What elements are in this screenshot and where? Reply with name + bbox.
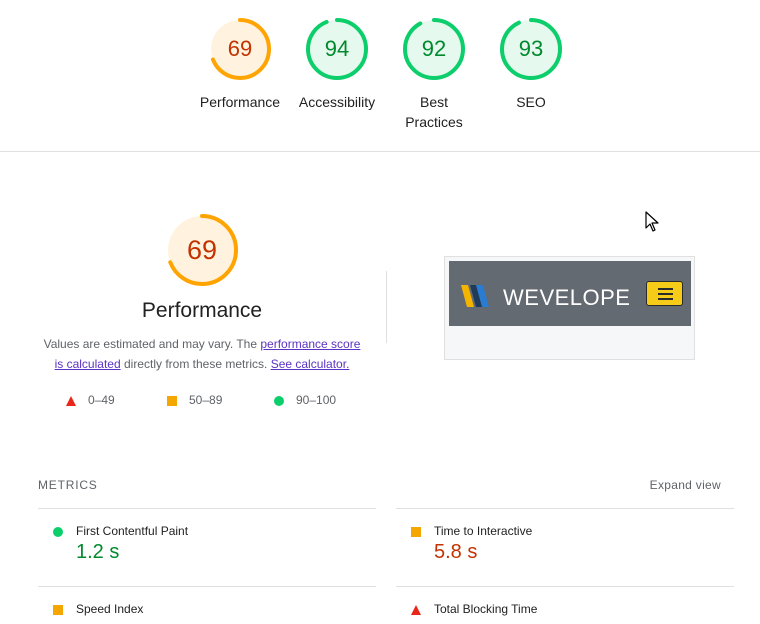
category-gauges: 69 Performance 94 Accessibility 92 Best … <box>0 0 760 152</box>
performance-description: Values are estimated and may vary. The p… <box>40 334 364 374</box>
gauge-label: Accessibility <box>298 94 376 110</box>
gauge-score: 92 <box>421 36 447 61</box>
legend-fail: 0–49 <box>66 392 115 408</box>
gauge-seo[interactable]: 93 SEO <box>483 16 579 112</box>
gauge-ring: 92 <box>401 16 467 82</box>
gauge-ring: 94 <box>304 16 370 82</box>
gauge-arc <box>209 18 271 80</box>
description-text: directly from these metrics. <box>120 357 271 371</box>
gauge-score: 69 <box>227 36 253 61</box>
gauge-arc <box>403 18 465 80</box>
gauge-arc <box>306 18 368 80</box>
metric-label: First Contentful Paint <box>76 524 189 538</box>
square-icon <box>53 605 63 615</box>
square-icon <box>167 395 177 406</box>
circle-icon <box>274 395 284 406</box>
gauge-ring: 69 <box>207 16 273 82</box>
gauge-label: Best Practices <box>405 94 463 130</box>
gauge-arc <box>500 18 562 80</box>
gauge-best-practices[interactable]: 92 Best Practices <box>386 16 482 132</box>
gauge-score: 94 <box>324 36 350 61</box>
description-text: Values are estimated and may vary. The <box>43 337 261 351</box>
metric-label: Speed Index <box>76 602 144 616</box>
expand-view-toggle[interactable]: Expand view <box>649 478 721 492</box>
metric-label: Total Blocking Time <box>434 602 538 616</box>
performance-title: Performance <box>141 299 263 322</box>
see-calculator-link[interactable]: See calculator. <box>270 357 350 371</box>
circle-icon <box>53 527 63 537</box>
wevelope-logo-icon <box>461 285 489 307</box>
gauge-label: Performance <box>199 94 281 110</box>
triangle-icon <box>66 395 76 406</box>
legend-range: 50–89 <box>189 393 223 407</box>
performance-score-link[interactable]: performance score is calculated <box>54 337 361 371</box>
hamburger-icon[interactable] <box>646 281 683 306</box>
legend-average: 50–89 <box>167 392 222 408</box>
legend-pass: 90–100 <box>274 392 336 408</box>
metric-label: Time to Interactive <box>434 524 533 538</box>
performance-score: 69 <box>186 235 218 265</box>
performance-gauge: 69 <box>164 212 240 288</box>
legend-range: 90–100 <box>296 393 337 407</box>
final-screenshot[interactable]: WEVELOPE <box>444 256 695 360</box>
divider <box>38 508 376 509</box>
legend-range: 0–49 <box>88 393 115 407</box>
site-header: WEVELOPE <box>449 261 691 326</box>
metrics-heading: METRICS <box>38 478 98 492</box>
divider <box>386 271 387 343</box>
gauge-ring: 93 <box>498 16 564 82</box>
divider <box>38 586 376 587</box>
performance-gauge-arc <box>166 214 238 286</box>
mouse-cursor-icon <box>645 211 659 232</box>
gauge-accessibility[interactable]: 94 Accessibility <box>289 16 385 112</box>
gauge-label: SEO <box>516 94 546 110</box>
gauge-score: 93 <box>518 36 544 61</box>
divider <box>396 586 734 587</box>
triangle-icon <box>411 605 421 615</box>
square-icon <box>411 527 421 537</box>
divider <box>396 508 734 509</box>
site-brand: WEVELOPE <box>503 285 631 310</box>
metric-value: 1.2 s <box>76 541 120 563</box>
gauge-performance[interactable]: 69 Performance <box>192 16 288 112</box>
metric-value: 5.8 s <box>434 541 478 563</box>
